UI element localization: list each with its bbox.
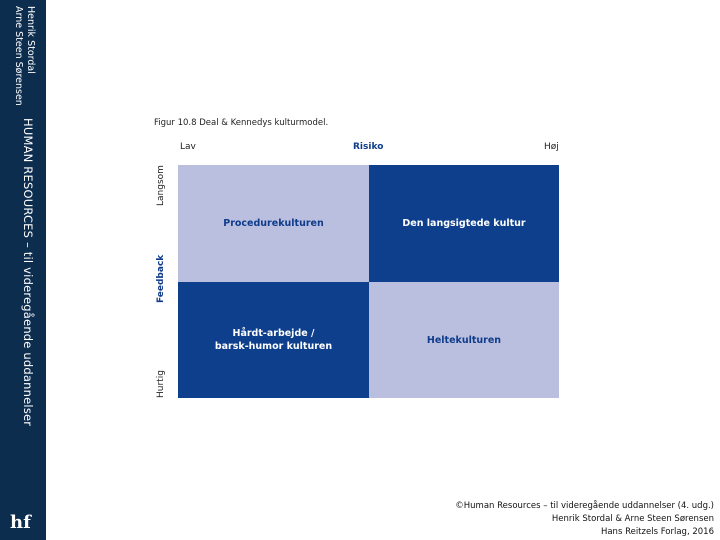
author-line-1: Henrik Stordal xyxy=(25,6,36,74)
figure-caption: Figur 10.8 Deal & Kennedys kulturmodel. xyxy=(154,118,329,128)
y-axis-top-label: Langsom xyxy=(156,165,166,206)
footer-line-1: ©Human Resources – til videregående udda… xyxy=(455,501,714,511)
series-title: HUMAN RESOURCES – til videregående uddan… xyxy=(21,118,35,427)
quadrant-langsigtede-kultur: Den langsigtede kultur xyxy=(369,165,559,282)
quadrant-haardt-arbejde: Hårdt-arbejde / barsk-humor kulturen xyxy=(178,282,369,398)
footer-line-3: Hans Reitzels Forlag, 2016 xyxy=(600,527,714,537)
x-axis-high-label: Høj xyxy=(544,142,559,152)
sidebar: Henrik Stordal Arne Steen Sørensen HUMAN… xyxy=(0,0,46,540)
footer-line-2: Henrik Stordal & Arne Steen Sørensen xyxy=(551,514,714,524)
x-axis-title: Risiko xyxy=(353,142,384,152)
quadrant-procedurekulturen: Procedurekulturen xyxy=(178,165,369,282)
y-axis-title: Feedback xyxy=(156,254,166,303)
y-axis-bottom-label: Hurtig xyxy=(156,370,166,398)
quadrant-heltekulturen: Heltekulturen xyxy=(369,282,559,398)
publisher-logo: hf xyxy=(10,512,31,533)
x-axis-low-label: Lav xyxy=(180,142,196,152)
footer-credits: ©Human Resources – til videregående udda… xyxy=(455,500,714,539)
author-line-2: Arne Steen Sørensen xyxy=(13,6,24,106)
